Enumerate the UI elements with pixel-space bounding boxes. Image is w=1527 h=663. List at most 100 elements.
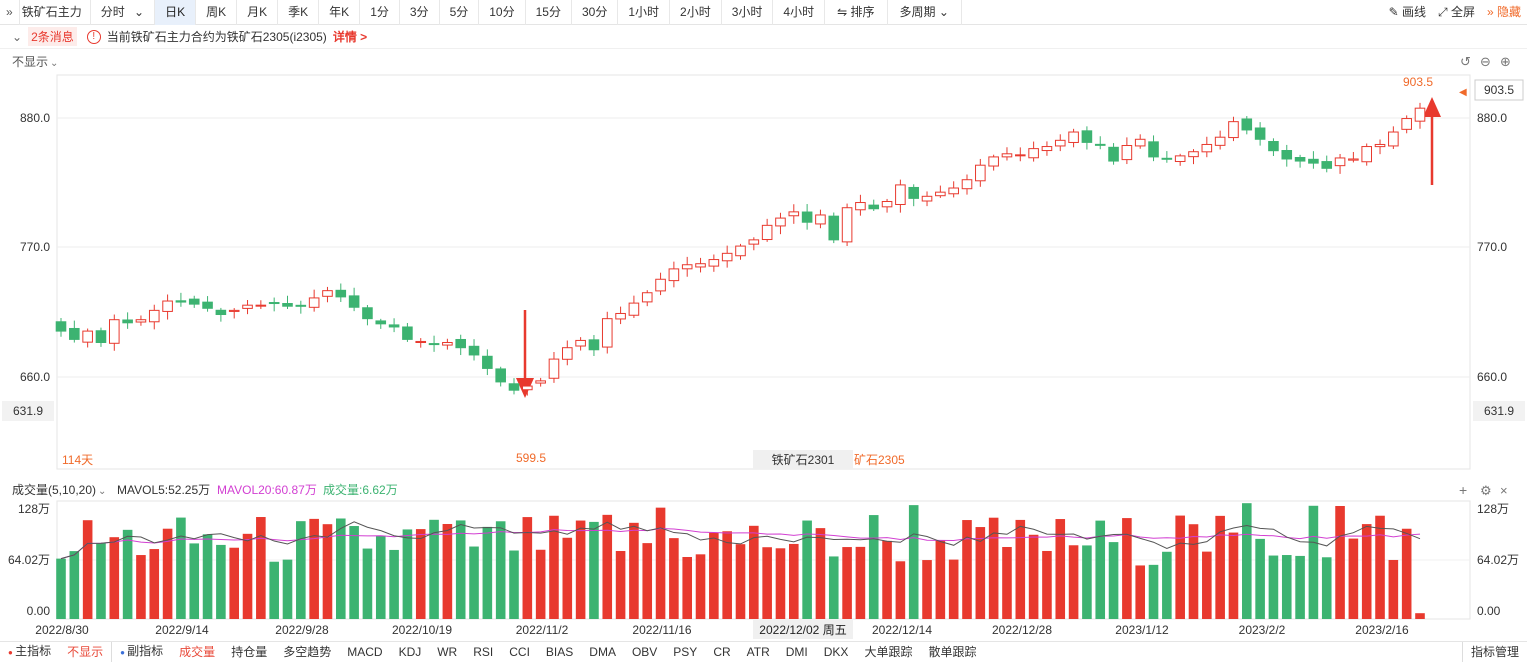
candle <box>1228 116 1239 142</box>
candle <box>841 203 853 246</box>
period-tab[interactable]: 1小时 <box>618 0 671 25</box>
details-link[interactable]: 详情 > <box>332 30 368 44</box>
period-tab[interactable]: 30分 <box>572 0 619 25</box>
indicator-tab[interactable]: OBV <box>631 644 658 659</box>
period-tab[interactable]: 15分 <box>526 0 572 25</box>
period-tab[interactable]: 分时 ⌄ <box>91 0 156 25</box>
volume-bar <box>1015 519 1026 619</box>
zoom-in-icon[interactable]: ⊕ <box>1500 54 1511 69</box>
volume-axis-label: 128万 <box>18 502 50 516</box>
price-label-right: 880.0 <box>1477 111 1507 125</box>
symbol-name[interactable]: 铁矿石主力 <box>20 0 91 25</box>
period-tab[interactable]: 3小时 <box>722 0 774 25</box>
volume-bar <box>122 529 133 619</box>
contract-switch-tag[interactable] <box>753 450 853 469</box>
volume-axis-label: 0.00 <box>27 604 51 618</box>
draw-line-button[interactable]: ✎ 画线 <box>1388 5 1426 19</box>
candle <box>255 300 267 310</box>
x-axis-label: 2023/2/16 <box>1355 623 1409 637</box>
indicator-tab[interactable]: DMI <box>785 644 808 659</box>
indicator-tab[interactable]: 持仓量 <box>231 644 268 659</box>
sort-button[interactable]: ⇋ 排序 <box>825 0 888 25</box>
expand-icon[interactable]: » <box>0 0 20 25</box>
mavol5-label: MAVOL5:52.25万 <box>117 483 210 497</box>
kline-chart[interactable]: 不显示 ⌄ ↺ ⊖ ⊕ 880.0 770.0 660.0 880.0 770.… <box>0 49 1527 641</box>
volume-axis-label: 0.00 <box>1477 604 1501 618</box>
message-count-badge[interactable]: 2条消息 <box>28 27 77 46</box>
candle <box>668 261 680 288</box>
candle <box>1028 141 1039 162</box>
display-toggle[interactable]: 不显示 <box>12 55 48 69</box>
indicator-tab[interactable]: PSY <box>673 644 698 659</box>
period-tab[interactable]: 季K <box>278 0 320 25</box>
period-tab[interactable]: 5分 <box>440 0 480 25</box>
volume-bar <box>335 518 346 619</box>
candle <box>1388 126 1399 149</box>
add-indicator-icon[interactable]: + <box>1459 482 1467 498</box>
candle <box>655 272 666 296</box>
indicator-tab[interactable]: RSI <box>473 644 494 659</box>
volume-bar <box>149 549 160 619</box>
indicator-tab[interactable]: 多空趋势 <box>283 644 332 659</box>
x-axis-label: 2022/9/14 <box>155 623 209 637</box>
x-axis-label: 2022/11/16 <box>632 623 691 637</box>
period-tab[interactable]: 1分 <box>360 0 400 25</box>
multi-period-button[interactable]: 多周期 ⌄ <box>888 0 962 25</box>
indicator-tab[interactable]: CR <box>713 644 731 659</box>
candle <box>588 335 600 356</box>
period-tab[interactable]: 3分 <box>400 0 440 25</box>
volume-bar <box>189 543 200 619</box>
indicator-manage-button[interactable]: 指标管理 <box>1461 641 1527 662</box>
chevron-down-icon[interactable]: ⌄ <box>98 486 106 497</box>
volume-bar <box>602 514 613 619</box>
period-tab[interactable]: 2小时 <box>670 0 722 25</box>
volume-bar <box>722 531 732 619</box>
indicator-tab[interactable]: KDJ <box>398 644 422 659</box>
crosshair-date-box <box>753 620 853 639</box>
indicator-tab[interactable]: WR <box>437 644 458 659</box>
volume-title[interactable]: 成交量(5,10,20) <box>12 482 96 497</box>
indicator-tab[interactable]: MACD <box>347 644 383 659</box>
indicator-tab[interactable]: DKX <box>823 644 849 659</box>
volume-bar <box>802 520 812 619</box>
period-tab[interactable]: 周K <box>196 0 238 25</box>
candle <box>1054 134 1066 152</box>
candle <box>1041 141 1053 156</box>
dot-icon: ● <box>8 647 16 657</box>
period-tab[interactable]: 日K <box>155 0 197 25</box>
period-tab[interactable]: 月K <box>237 0 279 25</box>
hide-button[interactable]: » 隐藏 <box>1486 5 1521 19</box>
indicator-tab[interactable]: 大单跟踪 <box>864 644 913 659</box>
indicator-tab[interactable]: ATR <box>746 644 770 659</box>
volume-bar <box>429 519 439 619</box>
candle <box>1014 147 1026 162</box>
candle <box>522 378 533 396</box>
indicator-tab[interactable]: BIAS <box>545 644 574 659</box>
period-tab[interactable]: 4小时 <box>773 0 826 25</box>
chevron-down-icon[interactable]: ⌄ <box>130 4 145 19</box>
candle <box>788 204 800 224</box>
fullscreen-button[interactable]: ⤢ 全屏 <box>1437 5 1475 19</box>
candle <box>388 318 400 333</box>
zoom-out-icon[interactable]: ⊖ <box>1480 54 1491 69</box>
volume-bar <box>1202 551 1212 619</box>
candle <box>975 158 986 187</box>
indicator-tab[interactable]: DMA <box>589 644 616 659</box>
indicator-tab[interactable]: ● 主指标 <box>8 643 52 658</box>
indicator-tab[interactable]: 不显示 <box>59 641 113 662</box>
chevron-down-icon[interactable]: ⌄ <box>50 58 58 69</box>
volume-bar <box>922 560 932 619</box>
period-tab[interactable]: 10分 <box>479 0 526 25</box>
gear-icon[interactable]: ⚙ <box>1480 483 1492 498</box>
candle <box>575 337 586 351</box>
close-icon[interactable]: × <box>1500 483 1508 498</box>
indicator-tab[interactable]: 成交量 <box>179 644 216 659</box>
indicator-tab[interactable]: ● 副指标 <box>120 643 164 658</box>
indicator-tab[interactable]: 散单跟踪 <box>928 644 977 659</box>
reset-icon[interactable]: ↺ <box>1460 54 1471 69</box>
indicator-tab[interactable]: CCI <box>509 644 530 659</box>
chevron-down-icon[interactable]: ⌄ <box>12 29 23 44</box>
period-tab[interactable]: 年K <box>319 0 361 25</box>
volume-bar <box>96 542 106 619</box>
period-toolbar: » 铁矿石主力 分时 ⌄ 日K 周K 月K 季K 年K 1分 3分 5分 10分 15分 30分 1小时… <box>0 0 1527 25</box>
